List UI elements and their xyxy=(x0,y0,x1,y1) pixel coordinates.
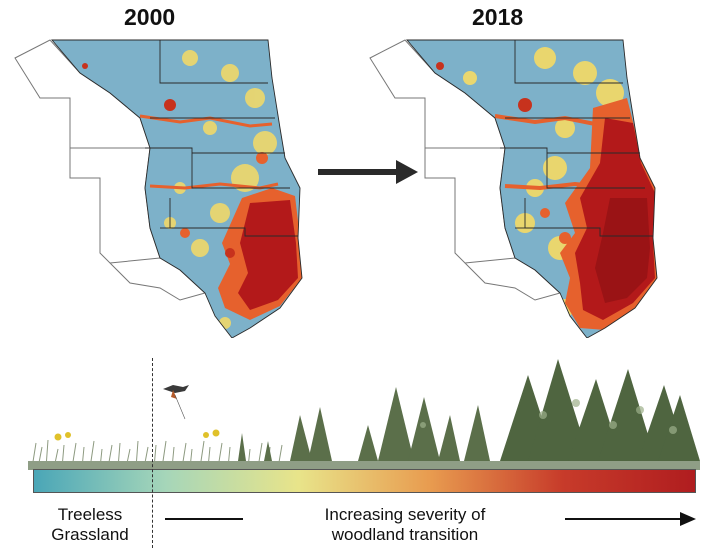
bird-icon xyxy=(163,385,189,420)
grass xyxy=(31,439,283,469)
grassland-threshold-line xyxy=(152,358,153,548)
treeless-grassland-label: Treeless Grassland xyxy=(51,505,129,544)
year-label-2018: 2018 xyxy=(472,4,524,30)
legend-arrow-head xyxy=(680,512,696,526)
map-2000 xyxy=(14,39,303,338)
woodland-transition-scene xyxy=(28,359,700,470)
woodland-transition-label: Increasing severity of woodland transiti… xyxy=(324,505,486,544)
time-arrow xyxy=(318,160,418,184)
legend-line-left xyxy=(165,518,243,520)
year-label-2000: 2000 xyxy=(124,4,176,30)
severity-gradient-bar xyxy=(33,469,696,493)
legend-arrow-shaft xyxy=(565,518,683,520)
map-2018 xyxy=(369,39,658,338)
